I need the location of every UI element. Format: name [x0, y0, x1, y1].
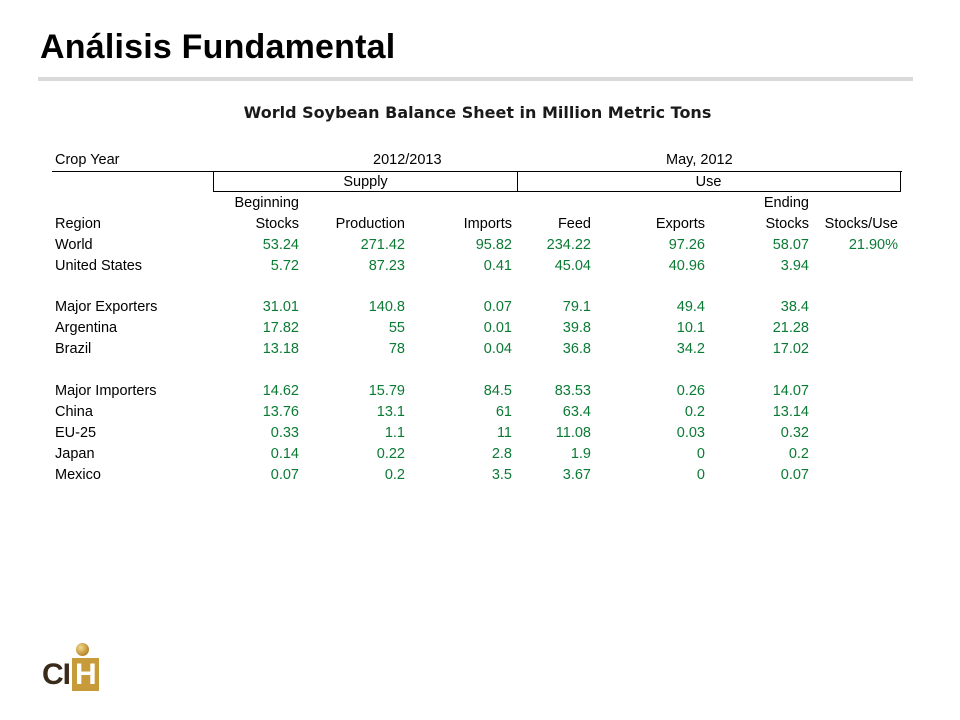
row-ending-stocks: 58.07 — [772, 237, 809, 253]
title-divider — [38, 77, 913, 81]
col-beginning-stocks: Stocks — [255, 216, 299, 232]
slide-title: Análisis Fundamental — [40, 28, 396, 66]
row-imports: 61 — [495, 404, 512, 420]
row-beginning-stocks: 31.01 — [262, 299, 299, 315]
row-feed: 45.04 — [554, 258, 591, 274]
table-title: World Soybean Balance Sheet in Million M… — [243, 103, 712, 122]
row-production: 78 — [388, 341, 405, 357]
report-date: May, 2012 — [666, 152, 733, 168]
row-feed: 11.08 — [555, 425, 591, 441]
row-feed: 3.67 — [562, 467, 591, 483]
row-production: 13.1 — [376, 404, 405, 420]
supply-left-border — [213, 172, 214, 192]
row-exports: 40.96 — [668, 258, 705, 274]
row-production: 0.2 — [384, 467, 405, 483]
row-exports: 34.2 — [676, 341, 705, 357]
row-production: 271.42 — [360, 237, 405, 253]
col-feed: Feed — [557, 216, 591, 232]
crop-year-label: Crop Year — [55, 152, 120, 168]
row-imports: 95.82 — [475, 237, 512, 253]
row-ending-stocks: 0.2 — [788, 446, 809, 462]
row-production: 55 — [388, 320, 405, 336]
row-beginning-stocks: 0.14 — [270, 446, 299, 462]
row-exports: 49.4 — [676, 299, 705, 315]
row-imports: 0.07 — [483, 299, 512, 315]
row-ending-stocks: 21.28 — [772, 320, 809, 336]
row-production: 15.79 — [368, 383, 405, 399]
ending-header: Ending — [763, 195, 809, 211]
row-imports: 2.8 — [491, 446, 512, 462]
row-beginning-stocks: 13.18 — [262, 341, 299, 357]
row-production: 140.8 — [368, 299, 405, 315]
supply-group-header: Supply — [343, 174, 388, 190]
col-ending-stocks: Stocks — [765, 216, 809, 232]
row-region: China — [55, 404, 93, 420]
row-region: United States — [55, 258, 143, 274]
crop-year-value: 2012/2013 — [373, 152, 442, 168]
row-region: Argentina — [55, 320, 118, 336]
row-production: 87.23 — [368, 258, 405, 274]
row-ending-stocks: 17.02 — [772, 341, 809, 357]
col-imports: Imports — [463, 216, 512, 232]
row-imports: 0.01 — [483, 320, 512, 336]
row-beginning-stocks: 0.33 — [270, 425, 299, 441]
cih-logo: CI H — [42, 643, 114, 693]
col-production: Production — [335, 216, 405, 232]
header-rule-mid — [213, 191, 901, 192]
row-beginning-stocks: 13.76 — [262, 404, 299, 420]
row-imports: 11 — [496, 425, 512, 441]
row-exports: 97.26 — [668, 237, 705, 253]
use-right-border — [900, 172, 901, 192]
row-feed: 39.8 — [562, 320, 591, 336]
row-exports: 10.1 — [676, 320, 705, 336]
row-beginning-stocks: 5.72 — [270, 258, 299, 274]
logo-wordmark: CI H — [42, 658, 99, 691]
row-imports: 0.41 — [483, 258, 512, 274]
col-region: Region — [55, 216, 101, 232]
row-region: Japan — [55, 446, 95, 462]
row-production: 0.22 — [376, 446, 405, 462]
row-exports: 0.26 — [676, 383, 705, 399]
use-group-header: Use — [695, 174, 722, 190]
row-imports: 84.5 — [483, 383, 512, 399]
beginning-header: Beginning — [234, 195, 300, 211]
row-feed: 36.8 — [562, 341, 591, 357]
row-exports: 0.2 — [684, 404, 705, 420]
row-ending-stocks: 14.07 — [772, 383, 809, 399]
row-feed: 83.53 — [554, 383, 591, 399]
row-imports: 3.5 — [491, 467, 512, 483]
row-ending-stocks: 0.32 — [780, 425, 809, 441]
col-stocks-use: Stocks/Use — [824, 216, 898, 232]
logo-globe-icon — [76, 643, 89, 656]
row-imports: 0.04 — [483, 341, 512, 357]
row-beginning-stocks: 17.82 — [262, 320, 299, 336]
row-feed: 79.1 — [562, 299, 591, 315]
row-region: EU-25 — [55, 425, 97, 441]
row-production: 1.1 — [384, 425, 405, 441]
row-region: Major Exporters — [55, 299, 158, 315]
row-beginning-stocks: 0.07 — [270, 467, 299, 483]
row-beginning-stocks: 14.62 — [262, 383, 299, 399]
row-stocks-use: 21.90% — [848, 237, 898, 253]
row-exports: 0 — [696, 446, 705, 462]
row-region: Major Importers — [55, 383, 157, 399]
row-ending-stocks: 13.14 — [772, 404, 809, 420]
row-feed: 1.9 — [570, 446, 591, 462]
row-region: World — [55, 237, 93, 253]
col-exports: Exports — [655, 216, 705, 232]
supply-use-divider — [517, 172, 518, 192]
row-exports: 0.03 — [676, 425, 705, 441]
row-beginning-stocks: 53.24 — [262, 237, 299, 253]
row-region: Brazil — [55, 341, 92, 357]
row-ending-stocks: 0.07 — [780, 467, 809, 483]
row-exports: 0 — [696, 467, 705, 483]
row-feed: 63.4 — [562, 404, 591, 420]
row-ending-stocks: 3.94 — [780, 258, 809, 274]
row-feed: 234.22 — [546, 237, 591, 253]
header-rule-top — [52, 171, 902, 172]
row-ending-stocks: 38.4 — [780, 299, 809, 315]
row-region: Mexico — [55, 467, 101, 483]
